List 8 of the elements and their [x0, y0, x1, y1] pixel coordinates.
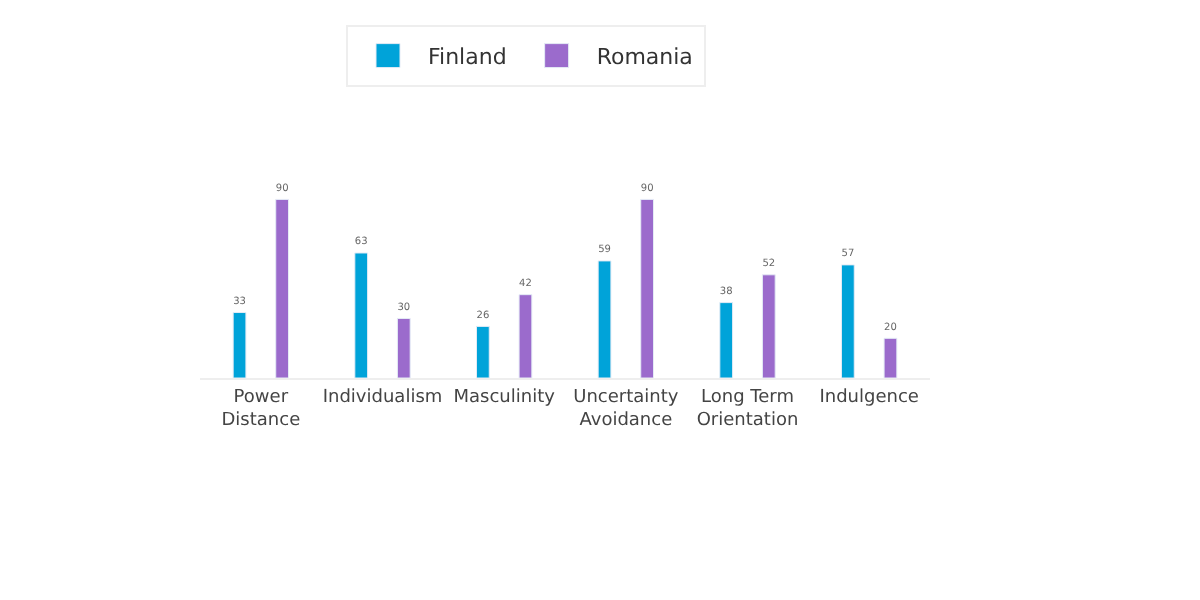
legend-label: Romania	[596, 44, 693, 71]
x-tick-label: Long Term Orientation	[696, 387, 799, 431]
x-tick-label: Masculinity	[453, 387, 557, 408]
x-tick-label: Indulgence	[819, 387, 920, 408]
x-tick-label: Power Distance	[221, 387, 302, 431]
x-tick-label: Individualism	[322, 387, 443, 408]
x-tick-label: Uncertainty Avoidance	[573, 387, 680, 431]
legend-label: Finland	[428, 44, 507, 71]
